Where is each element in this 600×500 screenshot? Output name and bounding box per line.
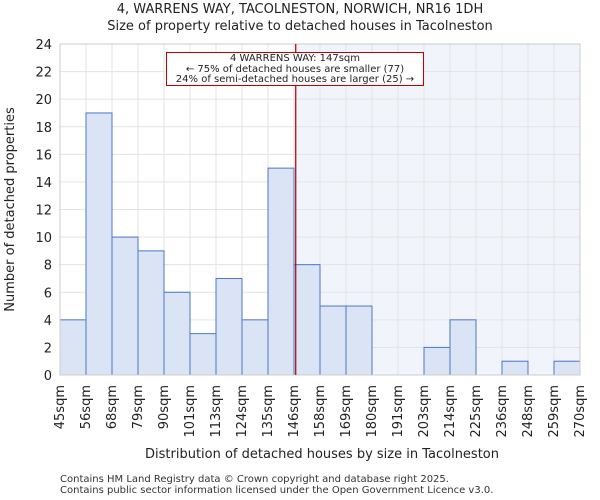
y-tick-label: 16	[35, 148, 52, 163]
y-tick-label: 12	[35, 204, 52, 219]
chart-title: 4, WARRENS WAY, TACOLNESTON, NORWICH, NR…	[116, 2, 484, 17]
bar-124sqm	[241, 319, 269, 376]
bar-79sqm	[137, 250, 165, 376]
x-tick-label: 56sqm	[79, 385, 94, 429]
y-tick-label: 10	[35, 231, 52, 246]
x-tick-label: 90sqm	[157, 385, 172, 429]
x-tick-label: 214sqm	[443, 385, 458, 438]
plot-frame	[59, 43, 581, 376]
bar-101sqm	[189, 333, 217, 376]
y-tick-label: 22	[35, 66, 52, 81]
x-tick-label: 236sqm	[495, 385, 510, 438]
y-tick-label: 24	[35, 38, 52, 53]
chart-subtitle: Size of property relative to detached ho…	[107, 19, 493, 34]
x-tick-label: 270sqm	[573, 385, 588, 438]
bar-236sqm	[501, 360, 529, 376]
x-tick-label: 135sqm	[261, 385, 276, 438]
bar-90sqm	[163, 291, 191, 376]
annotation-line-1: 4 WARRENS WAY: 147sqm	[229, 53, 361, 64]
footer-copyright: Contains HM Land Registry data © Crown c…	[60, 474, 449, 485]
y-tick-label: 20	[35, 93, 52, 108]
annotation-line-2: ← 75% of detached houses are smaller (77…	[185, 63, 405, 75]
bar-135sqm	[267, 167, 295, 376]
bar-169sqm	[345, 305, 373, 376]
x-tick-label: 169sqm	[339, 385, 354, 438]
bar-214sqm	[449, 319, 477, 376]
x-tick-label: 101sqm	[183, 385, 198, 438]
x-tick-label: 45sqm	[53, 385, 68, 429]
y-tick-label: 6	[44, 286, 52, 301]
y-tick-label: 18	[35, 121, 52, 136]
bar-146sqm	[293, 264, 321, 376]
annotation-box: 4 WARRENS WAY: 147sqm ← 75% of detached …	[166, 52, 424, 86]
x-tick-label: 259sqm	[547, 385, 562, 438]
y-tick-label: 0	[44, 369, 52, 384]
bar-203sqm	[423, 346, 451, 376]
x-tick-label: 124sqm	[235, 385, 250, 438]
footer-licence: Contains public sector information licen…	[60, 485, 494, 496]
x-tick-label: 158sqm	[313, 385, 328, 438]
x-tick-label: 191sqm	[391, 385, 406, 438]
x-tick-label: 68sqm	[105, 385, 120, 429]
y-axis-label: Number of detached properties	[3, 107, 18, 312]
x-tick-label: 146sqm	[287, 385, 302, 438]
y-tick-label: 4	[44, 314, 52, 329]
x-tick-label: 225sqm	[469, 385, 484, 438]
bar-68sqm	[111, 236, 139, 376]
x-tick-label: 113sqm	[209, 385, 224, 438]
x-tick-label: 79sqm	[131, 385, 146, 429]
x-tick-label: 248sqm	[521, 385, 536, 438]
bar-56sqm	[85, 112, 113, 376]
x-axis-label: Distribution of detached houses by size …	[145, 447, 499, 462]
bar-158sqm	[319, 305, 347, 376]
bar-259sqm	[553, 360, 581, 376]
y-tick-label: 2	[44, 341, 52, 356]
bar-45sqm	[59, 319, 87, 376]
y-tick-label: 14	[35, 176, 52, 191]
bar-113sqm	[215, 277, 243, 376]
x-tick-label: 180sqm	[365, 385, 380, 438]
y-tick-label: 8	[44, 259, 52, 274]
annotation-line-3: 24% of semi-detached houses are larger (…	[175, 74, 415, 85]
x-tick-label: 203sqm	[417, 385, 432, 438]
